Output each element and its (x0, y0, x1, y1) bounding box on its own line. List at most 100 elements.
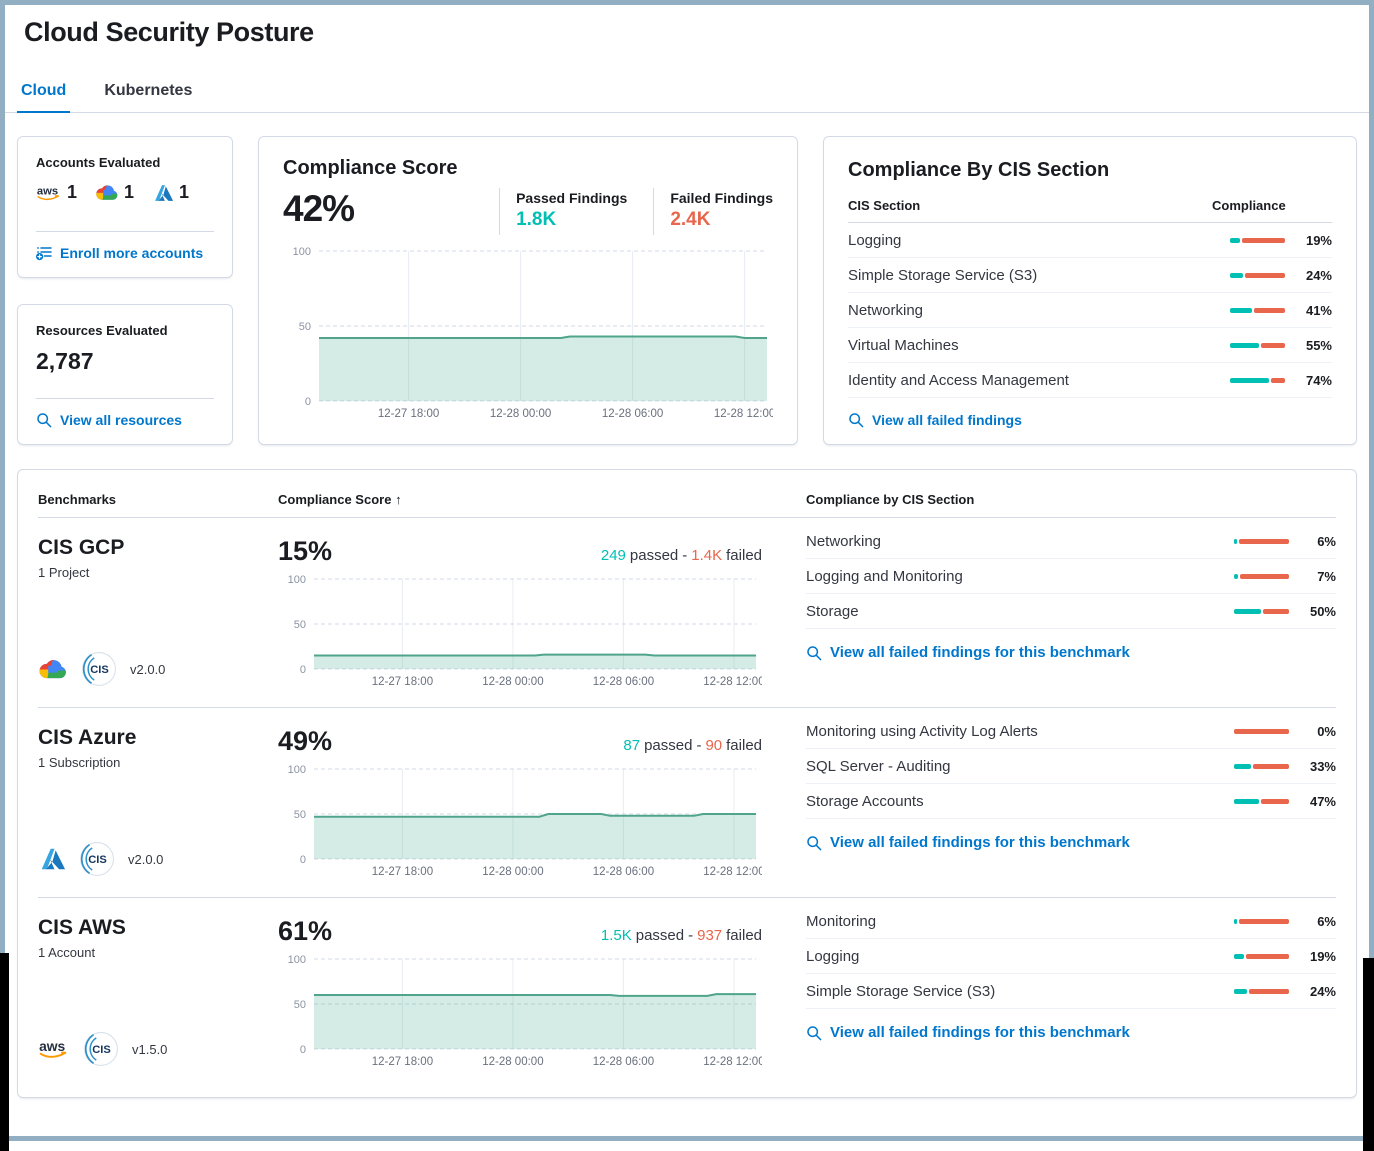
svg-text:12-27 18:00: 12-27 18:00 (372, 676, 433, 688)
compliance-pct: 47% (1309, 793, 1336, 809)
section-label: SQL Server - Auditing (806, 757, 951, 775)
compliance-bar (1230, 237, 1285, 243)
enroll-accounts-icon (36, 245, 52, 261)
view-failed-findings-benchmark-link[interactable]: View all failed findings for this benchm… (806, 629, 1336, 661)
passed-failed-summary: 87 passed - 90 failed (623, 737, 762, 754)
passed-count[interactable]: 249 (600, 547, 626, 564)
cis-row-virtual-machines[interactable]: Virtual Machines 55% (848, 328, 1332, 363)
divider (36, 398, 214, 399)
section-row[interactable]: Storage 50% (806, 594, 1336, 629)
passed-findings-value[interactable]: 1.8K (516, 209, 557, 230)
svg-text:12-27 18:00: 12-27 18:00 (372, 1056, 433, 1068)
compliance-pct: 19% (1309, 948, 1336, 964)
cis-row-networking[interactable]: Networking 41% (848, 293, 1332, 328)
benchmark-row-aws-score: 61% 1.5K passed - 937 failed 0 50 100 12-27… (278, 898, 806, 1087)
svg-text:50: 50 (294, 809, 306, 821)
svg-text:12-28 12:00: 12-28 12:00 (703, 1056, 762, 1068)
resources-evaluated-title: Resources Evaluated (36, 322, 168, 338)
passed-count[interactable]: 87 (623, 737, 641, 754)
benchmarks-card: Benchmarks Compliance Score ↑ Compliance… (17, 469, 1357, 1098)
section-row[interactable]: Storage Accounts 47% (806, 784, 1336, 819)
cis-logo-icon (83, 1031, 119, 1067)
benchmark-version: v2.0.0 (130, 661, 166, 677)
svg-text:100: 100 (288, 574, 306, 586)
view-all-failed-findings-link[interactable]: View all failed findings (848, 398, 1332, 428)
section-row[interactable]: Logging 19% (806, 939, 1336, 974)
compliance-score-title: Compliance Score (283, 157, 458, 179)
azure-icon (38, 847, 66, 871)
svg-text:50: 50 (294, 999, 306, 1011)
svg-text:100: 100 (288, 764, 306, 776)
screenshot-artifact-left (0, 953, 9, 1151)
cis-section-card-title: Compliance By CIS Section (848, 159, 1110, 181)
gcp-trend-chart: 0 50 100 12-27 18:00 12-28 00:00 12-28 06:00 1… (278, 573, 765, 689)
benchmark-score: 49% (278, 726, 333, 756)
summary-left-column: Accounts Evaluated 1 1 1 Enroll more a (17, 136, 233, 445)
section-row[interactable]: Simple Storage Service (S3) 24% (806, 974, 1336, 1009)
svg-text:12-28 06:00: 12-28 06:00 (602, 408, 663, 420)
accounts-evaluated-card: Accounts Evaluated 1 1 1 Enroll more a (17, 136, 233, 278)
resources-evaluated-card: Resources Evaluated 2,787 View all resou… (17, 303, 233, 445)
passed-findings-stat: Passed Findings 1.8K (499, 188, 627, 235)
compliance-pct: 7% (1317, 568, 1336, 584)
benchmark-score: 15% (278, 536, 333, 566)
svg-text:12-28 00:00: 12-28 00:00 (482, 676, 543, 688)
azure-trend-chart: 0 50 100 12-27 18:00 12-28 00:00 12-28 06:00 1… (278, 763, 765, 879)
view-failed-findings-benchmark-link[interactable]: View all failed findings for this benchm… (806, 1009, 1336, 1041)
svg-text:0: 0 (300, 1044, 306, 1056)
compliance-bar (1230, 342, 1285, 348)
cis-row-label: Simple Storage Service (S3) (848, 266, 1038, 284)
section-row[interactable]: SQL Server - Auditing 33% (806, 749, 1336, 784)
view-all-resources-link[interactable]: View all resources (36, 399, 214, 428)
page-title: Cloud Security Posture (24, 17, 314, 47)
tab-kubernetes[interactable]: Kubernetes (104, 82, 193, 99)
failed-findings-label: Failed Findings (670, 190, 773, 206)
view-failed-findings-benchmark-link[interactable]: View all failed findings for this benchm… (806, 819, 1336, 851)
failed-findings-value[interactable]: 2.4K (670, 209, 711, 230)
compliance-bar (1234, 728, 1289, 734)
svg-text:12-28 06:00: 12-28 06:00 (593, 866, 654, 878)
compliance-by-cis-section-card: Compliance By CIS Section CIS Section Co… (823, 136, 1357, 445)
section-row[interactable]: Monitoring 6% (806, 904, 1336, 939)
cis-row-s3[interactable]: Simple Storage Service (S3) 24% (848, 258, 1332, 293)
search-icon (806, 1025, 822, 1041)
failed-count[interactable]: 1.4K (691, 547, 723, 564)
aws-icon (38, 1038, 70, 1060)
svg-text:12-27 18:00: 12-27 18:00 (378, 408, 439, 420)
compliance-bar (1234, 573, 1289, 579)
svg-text:100: 100 (293, 246, 311, 258)
gcp-account-count: 1 (95, 182, 134, 203)
compliance-score-column-header[interactable]: Compliance Score ↑ (278, 484, 806, 518)
svg-text:12-28 12:00: 12-28 12:00 (714, 408, 773, 420)
failed-count[interactable]: 90 (705, 737, 723, 754)
benchmark-name: CIS GCP (38, 536, 125, 559)
compliance-by-cis-column-header: Compliance by CIS Section (806, 484, 1336, 518)
aws-account-count: 1 (36, 182, 77, 203)
enroll-more-accounts-link[interactable]: Enroll more accounts (36, 232, 214, 261)
aws-icon (36, 184, 62, 202)
compliance-bar (1234, 798, 1289, 804)
section-label: Monitoring (806, 912, 877, 930)
benchmark-logos: v2.0.0 (38, 841, 258, 879)
divider (36, 230, 214, 232)
gcp-icon (38, 657, 68, 681)
section-label: Simple Storage Service (S3) (806, 982, 996, 1000)
svg-text:12-28 00:00: 12-28 00:00 (482, 866, 543, 878)
section-row[interactable]: Monitoring using Activity Log Alerts 0% (806, 714, 1336, 749)
cis-row-logging[interactable]: Logging 19% (848, 223, 1332, 258)
svg-text:50: 50 (299, 321, 311, 333)
tab-cloud[interactable]: Cloud (17, 76, 71, 113)
compliance-bar (1234, 918, 1289, 924)
azure-account-count: 1 (152, 182, 189, 203)
passed-count[interactable]: 1.5K (600, 927, 632, 944)
section-row[interactable]: Networking 6% (806, 524, 1336, 559)
compliance-score-card: Compliance Score 42% Passed Findings 1.8… (258, 136, 798, 445)
compliance-bar (1234, 988, 1289, 994)
section-row[interactable]: Logging and Monitoring 7% (806, 559, 1336, 594)
compliance-bar (1234, 953, 1289, 959)
svg-text:50: 50 (294, 619, 306, 631)
compliance-pct: 33% (1309, 758, 1336, 774)
failed-count[interactable]: 937 (697, 927, 723, 944)
benchmark-row-gcp-score: 15% 249 passed - 1.4K failed 0 50 100 12-27… (278, 518, 806, 708)
cis-row-iam[interactable]: Identity and Access Management 74% (848, 363, 1332, 398)
